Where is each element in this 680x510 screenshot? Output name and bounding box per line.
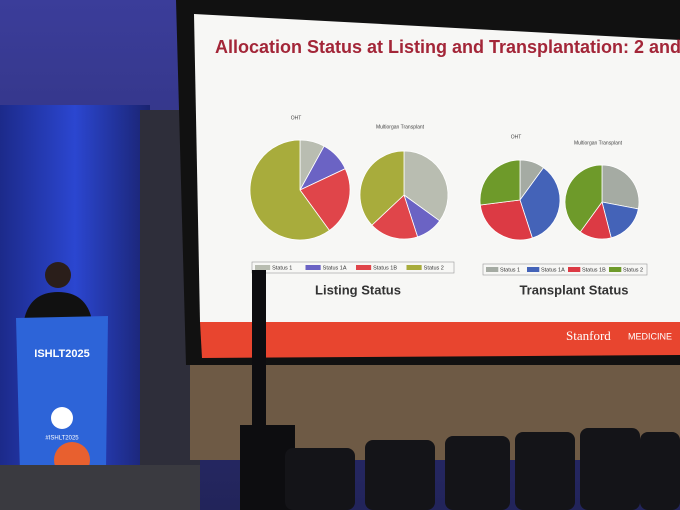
pie-title: OHT bbox=[511, 134, 522, 140]
pie-slice bbox=[601, 164, 640, 210]
legend-label: Status 1B bbox=[373, 265, 397, 271]
pie-slice bbox=[371, 194, 419, 240]
seat bbox=[365, 440, 435, 510]
pie-title: Multiorgan Transplant bbox=[376, 124, 425, 130]
slide-footer bbox=[200, 322, 680, 358]
seat bbox=[580, 428, 640, 510]
slide-title: Allocation Status at Listing and Transpl… bbox=[215, 37, 680, 57]
seat bbox=[285, 448, 355, 510]
legend-label: Status 1B bbox=[582, 267, 606, 273]
legend-label: Status 2 bbox=[623, 267, 643, 273]
legend-label: Status 1 bbox=[272, 265, 292, 271]
seat bbox=[445, 436, 510, 510]
pie-slice bbox=[519, 167, 561, 239]
stage bbox=[0, 465, 200, 510]
legend-swatch bbox=[527, 267, 540, 272]
group-label: Listing Status bbox=[315, 282, 401, 297]
podium bbox=[16, 316, 108, 474]
legend-swatch bbox=[486, 267, 499, 272]
podium-emblem bbox=[51, 407, 73, 429]
pie-slice bbox=[479, 199, 533, 241]
group-label: Transplant Status bbox=[519, 282, 628, 297]
legend-swatch bbox=[255, 265, 271, 270]
speaker-head bbox=[45, 262, 71, 288]
logo: Stanford bbox=[566, 328, 611, 343]
podium-hashtag: #ISHLT2025 bbox=[45, 436, 79, 442]
pie-slice bbox=[249, 139, 330, 241]
legend-box bbox=[482, 263, 648, 276]
pie-slice bbox=[601, 201, 639, 239]
pie-slice bbox=[479, 159, 521, 206]
legend-swatch bbox=[406, 265, 422, 270]
legend-swatch bbox=[568, 267, 581, 272]
legend-label: Status 1A bbox=[323, 265, 347, 271]
legend-box bbox=[251, 261, 455, 274]
podium-logo: ISHLT2025 bbox=[34, 348, 89, 360]
pie-title: OHT bbox=[291, 115, 302, 121]
pie-slice bbox=[299, 168, 351, 232]
logo-suffix: MEDICINE bbox=[628, 331, 672, 341]
pie-title: Multiorgan Transplant bbox=[574, 140, 623, 146]
legend-swatch bbox=[609, 267, 622, 272]
legend-label: Status 1 bbox=[500, 267, 520, 273]
legend-label: Status 1A bbox=[541, 267, 565, 273]
pie-slice bbox=[359, 150, 405, 226]
legend-label: Status 2 bbox=[424, 265, 444, 271]
seats bbox=[285, 428, 680, 510]
seat bbox=[515, 432, 575, 510]
legend-swatch bbox=[356, 265, 372, 270]
pie-slice bbox=[403, 150, 449, 222]
legend-swatch bbox=[305, 265, 321, 270]
pie-slice bbox=[564, 164, 603, 233]
seat bbox=[640, 432, 680, 510]
speaker-body bbox=[24, 292, 92, 320]
